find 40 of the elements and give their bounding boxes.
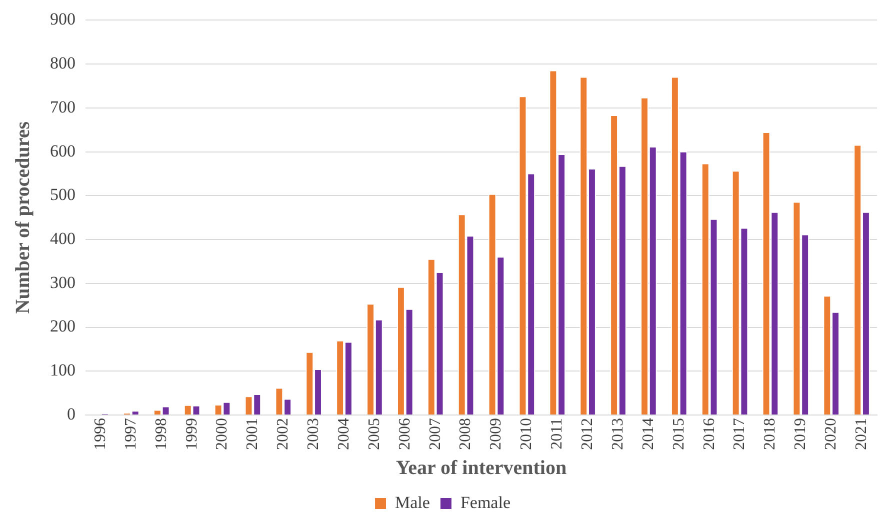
x-tick-label: 2008 bbox=[457, 418, 474, 450]
y-tick-label: 400 bbox=[50, 229, 76, 248]
x-tick-label: 2013 bbox=[609, 418, 626, 450]
x-tick-label: 2007 bbox=[426, 418, 444, 450]
x-axis-title: Year of intervention bbox=[396, 457, 567, 480]
x-tick-label: 2004 bbox=[335, 418, 352, 450]
x-tick-label: 2017 bbox=[731, 418, 748, 450]
x-tick-label: 2019 bbox=[792, 418, 810, 450]
x-tick-label: 2006 bbox=[396, 418, 414, 450]
x-tick-label: 1996 bbox=[92, 418, 109, 450]
x-tick-label: 1997 bbox=[122, 418, 140, 450]
y-tick-label: 500 bbox=[50, 185, 76, 204]
y-tick-label: 300 bbox=[50, 272, 76, 292]
y-tick-label: 600 bbox=[50, 141, 76, 160]
x-tick-label: 2001 bbox=[244, 418, 262, 450]
x-tick-label: 1999 bbox=[183, 418, 200, 450]
x-tick-label: 2020 bbox=[822, 418, 840, 450]
x-tick-label: 2009 bbox=[488, 418, 505, 450]
y-tick-label: 200 bbox=[50, 316, 76, 336]
y-axis-title: Number of procedures bbox=[12, 121, 34, 314]
x-tick-label: 2014 bbox=[640, 418, 657, 450]
x-tick-label: 2015 bbox=[670, 418, 688, 450]
y-tick-label: 700 bbox=[50, 97, 76, 116]
x-tick-label: 2002 bbox=[274, 418, 292, 450]
x-tick-label: 2018 bbox=[762, 418, 779, 450]
y-tick-label: 800 bbox=[50, 54, 76, 73]
x-tick-label: 2021 bbox=[852, 418, 870, 450]
x-tick-label: 2011 bbox=[548, 418, 566, 450]
x-tick-label: 2000 bbox=[214, 418, 231, 450]
x-tick-label: 2016 bbox=[700, 418, 718, 450]
x-tick-label: 2003 bbox=[305, 418, 322, 450]
x-tick-label: 2005 bbox=[366, 418, 383, 450]
x-tick-label: 2012 bbox=[579, 418, 596, 450]
legend-label: Male bbox=[395, 492, 430, 512]
x-tick-label: 2010 bbox=[518, 418, 536, 450]
legend-label: Female bbox=[460, 492, 510, 512]
y-tick-label: 900 bbox=[50, 10, 76, 29]
y-tick-label: 100 bbox=[50, 360, 76, 380]
y-tick-label: 0 bbox=[67, 404, 76, 424]
x-tick-label: 1998 bbox=[152, 418, 170, 450]
